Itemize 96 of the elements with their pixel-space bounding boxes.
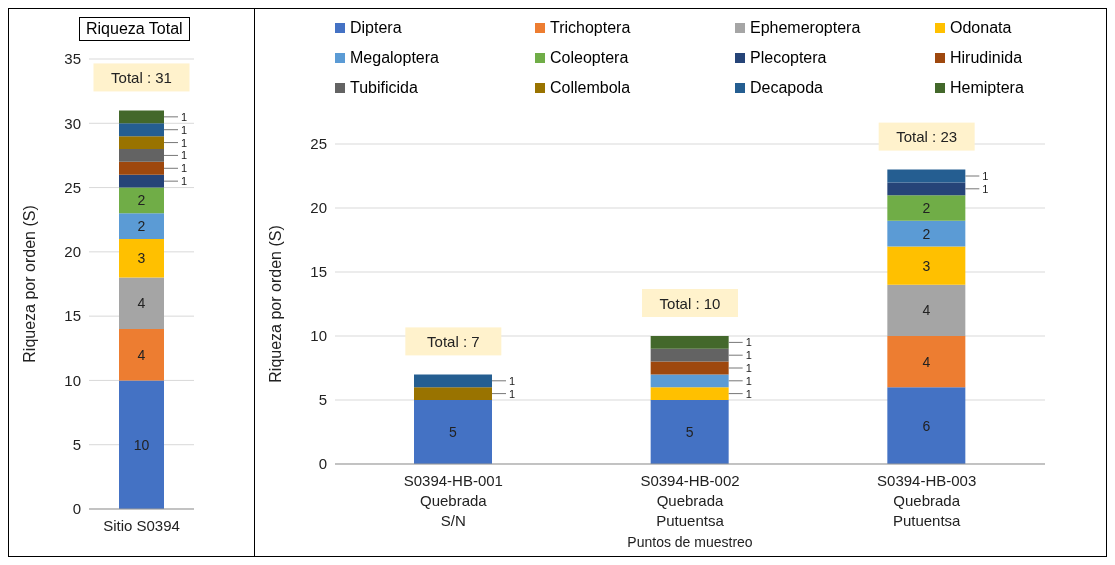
bar <box>119 277 164 329</box>
data-label: 1 <box>745 362 752 374</box>
y-tick-label: 30 <box>64 114 81 132</box>
bar <box>887 284 966 336</box>
x-tick-label: Sitio S0394 <box>103 517 180 534</box>
total-label: Total : 23 <box>896 128 958 146</box>
x-tick-label: S0394-HB-003 Quebrada Putuentsa <box>877 472 977 529</box>
chart-title: Riqueza Total <box>79 17 190 41</box>
bar <box>119 110 164 124</box>
bar <box>119 136 164 149</box>
legend-label: Trichoptera <box>550 19 631 37</box>
data-label: 1 <box>745 336 752 349</box>
data-label: 5 <box>685 424 694 440</box>
legend-label: Hirudinida <box>950 49 1023 67</box>
legend-label: Plecoptera <box>750 49 827 67</box>
x-tick-label: S0394-HB-002 Quebrada Putuentsa <box>640 472 740 529</box>
data-label: 3 <box>922 257 931 274</box>
y-tick-label: 20 <box>310 199 327 217</box>
data-label: 2 <box>922 200 931 216</box>
data-label: 2 <box>922 225 931 242</box>
bar <box>119 149 164 162</box>
data-label: 6 <box>922 417 931 434</box>
bar <box>887 387 966 464</box>
data-label: 10 <box>133 436 150 453</box>
bar <box>119 174 164 188</box>
y-tick-label: 5 <box>72 436 81 454</box>
bar <box>887 182 966 196</box>
data-label: 2 <box>137 192 146 209</box>
bar <box>414 374 492 388</box>
legend-label: Hemiptera <box>950 79 1024 97</box>
y-axis-title: Riqueza por orden (S) <box>266 225 284 383</box>
y-tick-label: 25 <box>64 178 81 196</box>
data-label: 4 <box>137 346 146 363</box>
y-tick-label: 35 <box>64 50 81 68</box>
bar <box>887 246 966 285</box>
y-tick-label: 10 <box>310 327 327 345</box>
y-tick-label: 15 <box>310 263 327 281</box>
data-label: 4 <box>922 302 931 319</box>
data-label: 1 <box>745 374 752 387</box>
data-label: 1 <box>181 162 188 175</box>
data-label: 1 <box>181 110 188 123</box>
data-label: 1 <box>181 123 188 136</box>
data-label: 1 <box>509 387 516 400</box>
bar <box>119 329 164 381</box>
data-label: 4 <box>137 295 146 312</box>
bar <box>650 336 729 349</box>
y-tick-label: 25 <box>310 135 327 153</box>
bar <box>414 400 492 464</box>
data-label: 5 <box>449 424 458 440</box>
y-tick-label: 0 <box>318 455 327 473</box>
data-label: 1 <box>745 387 752 400</box>
total-label: Total : 31 <box>111 68 172 86</box>
data-label: 1 <box>181 149 188 162</box>
data-label: 2 <box>137 218 146 235</box>
data-label: 1 <box>181 136 188 149</box>
legend-label: Collembola <box>550 79 631 97</box>
y-axis-title: Riqueza por orden (S) <box>20 205 38 363</box>
data-label: 1 <box>509 374 516 387</box>
bar <box>650 374 729 388</box>
y-tick-label: 15 <box>64 307 81 325</box>
y-tick-label: 20 <box>64 243 81 261</box>
bar <box>650 348 729 362</box>
legend-label: Diptera <box>350 19 402 37</box>
x-tick-label: S0394-HB-001 Quebrada S/N <box>403 472 503 529</box>
legend-label: Coleoptera <box>550 49 629 67</box>
bar <box>887 195 966 221</box>
bar <box>650 361 729 375</box>
legend-label: Megaloptera <box>350 49 439 67</box>
total-label: Total : 10 <box>659 294 721 312</box>
y-tick-label: 0 <box>72 500 81 518</box>
x-axis-title: Puntos de muestreo <box>627 534 753 550</box>
legend-label: Odonata <box>950 19 1012 37</box>
data-label: 4 <box>922 353 931 370</box>
bar <box>887 220 966 247</box>
bar <box>119 161 164 175</box>
bar <box>119 380 164 509</box>
bar <box>650 400 729 464</box>
legend-label: Ephemeroptera <box>750 19 861 37</box>
data-label: 1 <box>745 349 752 362</box>
bar <box>119 187 164 214</box>
y-tick-label: 5 <box>318 391 327 409</box>
data-label: 1 <box>982 170 989 182</box>
data-label: 1 <box>181 175 188 188</box>
legend-label: Tubificida <box>350 79 418 97</box>
data-label: 3 <box>137 250 146 267</box>
bar <box>119 239 164 278</box>
bar <box>650 387 729 400</box>
bar <box>119 213 164 239</box>
bar <box>887 169 966 183</box>
y-tick-label: 10 <box>64 371 81 389</box>
total-label: Total : 7 <box>427 332 480 350</box>
data-label: 1 <box>982 182 989 195</box>
bar <box>887 336 966 388</box>
bar <box>414 387 492 400</box>
legend-label: Decapoda <box>750 79 823 97</box>
bar <box>119 123 164 137</box>
